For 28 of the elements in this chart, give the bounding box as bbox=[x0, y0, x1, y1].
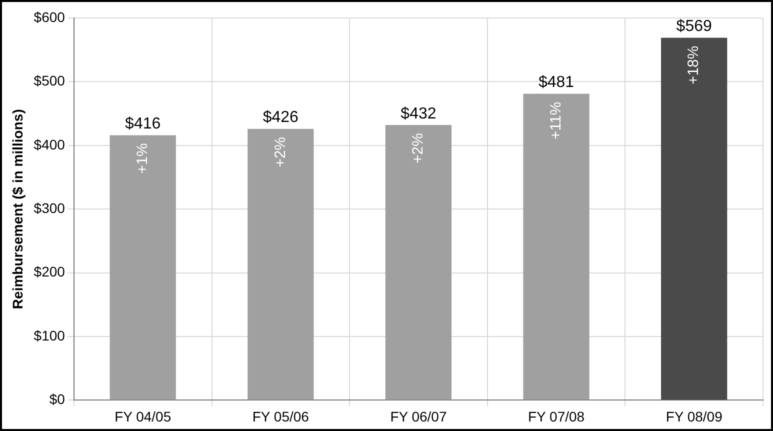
bar bbox=[523, 94, 590, 400]
data-label: $426 bbox=[262, 109, 299, 126]
annotation: +1% bbox=[134, 143, 151, 174]
y-tick-label: $0 bbox=[49, 391, 66, 408]
x-tick-label: FY 06/07 bbox=[390, 408, 447, 424]
y-tick-label: $400 bbox=[34, 136, 66, 152]
data-label: $481 bbox=[538, 74, 574, 92]
y-tick-label: $300 bbox=[34, 200, 66, 216]
y-tick-label: $500 bbox=[34, 72, 66, 89]
bar bbox=[385, 125, 452, 400]
y-axis-title: Reimbursement ($ in millions) bbox=[9, 109, 26, 310]
x-tick-label: FY 05/06 bbox=[252, 408, 310, 424]
y-tick-label: $600 bbox=[34, 8, 66, 25]
data-label: $569 bbox=[676, 18, 712, 36]
annotation: +2% bbox=[272, 136, 289, 168]
annotation: +11% bbox=[547, 102, 564, 140]
annotation: +2% bbox=[410, 133, 427, 164]
bar bbox=[661, 38, 728, 400]
annotation: +18% bbox=[685, 46, 702, 85]
x-tick-label: FY 04/05 bbox=[114, 408, 172, 424]
y-tick-label: $200 bbox=[34, 264, 66, 280]
bar bbox=[248, 128, 314, 400]
y-tick-label: $100 bbox=[34, 327, 66, 344]
data-label: $416 bbox=[125, 116, 161, 133]
bar bbox=[110, 135, 176, 400]
x-tick-label: FY 08/09 bbox=[666, 408, 723, 424]
data-label: $432 bbox=[400, 105, 436, 122]
x-tick-label: FY 07/08 bbox=[528, 408, 585, 424]
